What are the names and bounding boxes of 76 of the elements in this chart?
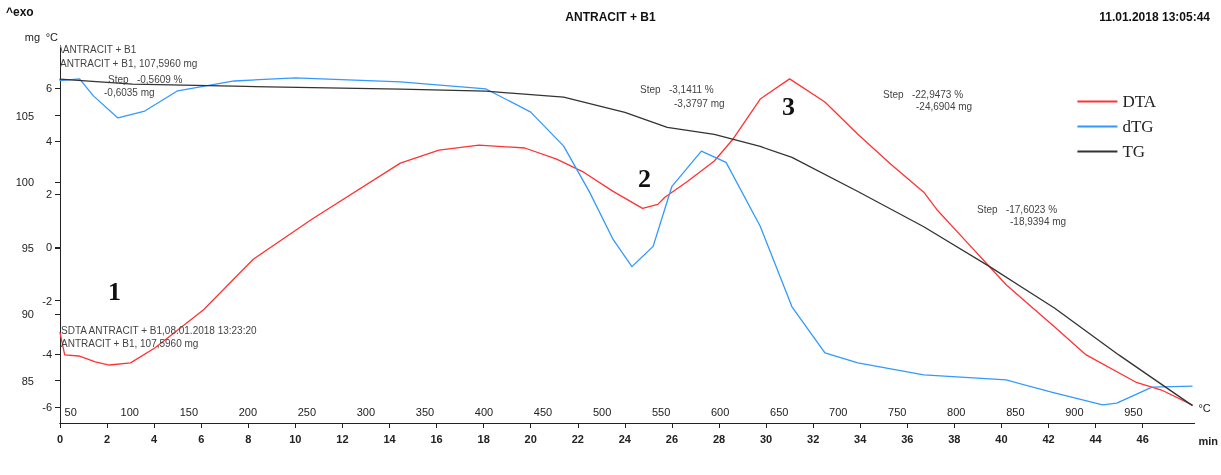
chart-subtitle: 11.01.2018 13:05:44 bbox=[1099, 10, 1211, 24]
x-tick-label: 36 bbox=[901, 432, 914, 445]
y-tick-label: 2 bbox=[45, 188, 52, 201]
legend-label: DTA bbox=[1122, 92, 1157, 111]
y-tick-label: 6 bbox=[45, 81, 52, 94]
x-tick-label: 4 bbox=[151, 432, 159, 445]
x-tick-label: 6 bbox=[198, 432, 205, 445]
y2-tick-label: 100 bbox=[15, 175, 34, 188]
y-tick-label: 0 bbox=[45, 241, 52, 254]
y-tick-label: -6 bbox=[42, 401, 52, 414]
x-axis-title: min bbox=[1198, 434, 1219, 447]
annotation: 3 bbox=[782, 91, 795, 121]
annotation: -18,9394 mg bbox=[1010, 215, 1067, 227]
x2-tick-label: 350 bbox=[415, 405, 435, 418]
annotation: -0,6035 mg bbox=[104, 86, 155, 98]
x-tick-label: 8 bbox=[245, 432, 252, 445]
x2-tick-label: 500 bbox=[592, 405, 612, 418]
x-tick-label: 40 bbox=[995, 432, 1008, 445]
x-tick-label: 32 bbox=[807, 432, 820, 445]
legend-label: dTG bbox=[1122, 117, 1154, 136]
x2-tick-label: 600 bbox=[710, 405, 730, 418]
x-tick-label: 28 bbox=[712, 432, 726, 445]
x2-tick-label: 300 bbox=[356, 405, 376, 418]
x2-tick-label: 200 bbox=[238, 405, 258, 418]
x2-axis-title: °C bbox=[1198, 401, 1211, 414]
y2-axis-title: mg bbox=[24, 30, 40, 43]
x-tick-label: 10 bbox=[289, 432, 302, 445]
x-tick-label: 38 bbox=[948, 432, 961, 445]
annotation: 1 bbox=[108, 276, 121, 306]
x-tick-label: 12 bbox=[336, 432, 349, 445]
y-tick-label: 4 bbox=[45, 135, 52, 148]
x-tick-label: 16 bbox=[430, 432, 443, 445]
x2-tick-label: 150 bbox=[179, 405, 198, 418]
annotation: Step -17,6023 % bbox=[977, 203, 1058, 215]
x-tick-label: 26 bbox=[665, 432, 679, 445]
x-tick-label: 14 bbox=[383, 432, 397, 445]
x-tick-label: 46 bbox=[1136, 432, 1149, 445]
annotation: Step -22,9473 % bbox=[883, 88, 964, 100]
x2-tick-label: 400 bbox=[474, 405, 494, 418]
x-tick-label: 34 bbox=[854, 432, 868, 445]
x-tick-label: 24 bbox=[618, 432, 632, 445]
x2-tick-label: 800 bbox=[947, 405, 966, 418]
x-tick-label: 30 bbox=[759, 432, 773, 445]
x-tick-label: 2 bbox=[104, 432, 111, 445]
y-axis-title: °C bbox=[45, 30, 59, 43]
x-tick-label: 0 bbox=[56, 432, 64, 445]
legend-label: TG bbox=[1122, 142, 1146, 161]
y2-tick-label: 90 bbox=[21, 308, 34, 321]
x2-tick-label: 100 bbox=[120, 405, 139, 418]
y2-tick-label: 95 bbox=[21, 242, 34, 255]
x2-tick-label: 250 bbox=[297, 405, 317, 418]
x2-tick-label: 50 bbox=[64, 405, 77, 418]
annotation: -3,3797 mg bbox=[674, 97, 725, 109]
annotation: -24,6904 mg bbox=[916, 100, 973, 112]
annotation: Step -3,1411 % bbox=[640, 83, 714, 95]
x2-tick-label: 950 bbox=[1124, 405, 1143, 418]
x-tick-label: 22 bbox=[571, 432, 584, 445]
annotation: 2 bbox=[638, 163, 651, 193]
x-tick-label: 18 bbox=[477, 432, 490, 445]
x-tick-label: 44 bbox=[1089, 432, 1103, 445]
x2-tick-label: 700 bbox=[829, 405, 848, 418]
y-tick-label: -2 bbox=[42, 294, 52, 307]
x-tick-label: 20 bbox=[524, 432, 537, 445]
x2-tick-label: 650 bbox=[770, 405, 789, 418]
y2-tick-label: 85 bbox=[21, 374, 34, 387]
x2-tick-label: 550 bbox=[651, 405, 671, 418]
text: ^exo bbox=[6, 5, 34, 19]
x2-tick-label: 750 bbox=[888, 405, 907, 418]
y2-tick-label: 105 bbox=[15, 109, 34, 122]
x2-tick-label: 450 bbox=[533, 405, 553, 418]
x2-tick-label: 900 bbox=[1065, 405, 1084, 418]
x2-tick-label: 850 bbox=[1006, 405, 1025, 418]
x-tick-label: 42 bbox=[1042, 432, 1055, 445]
chart-title: ANTRACIT + B1 bbox=[565, 10, 656, 24]
annotation: Step -0,5609 % bbox=[108, 73, 183, 85]
y-tick-label: -4 bbox=[42, 347, 52, 360]
